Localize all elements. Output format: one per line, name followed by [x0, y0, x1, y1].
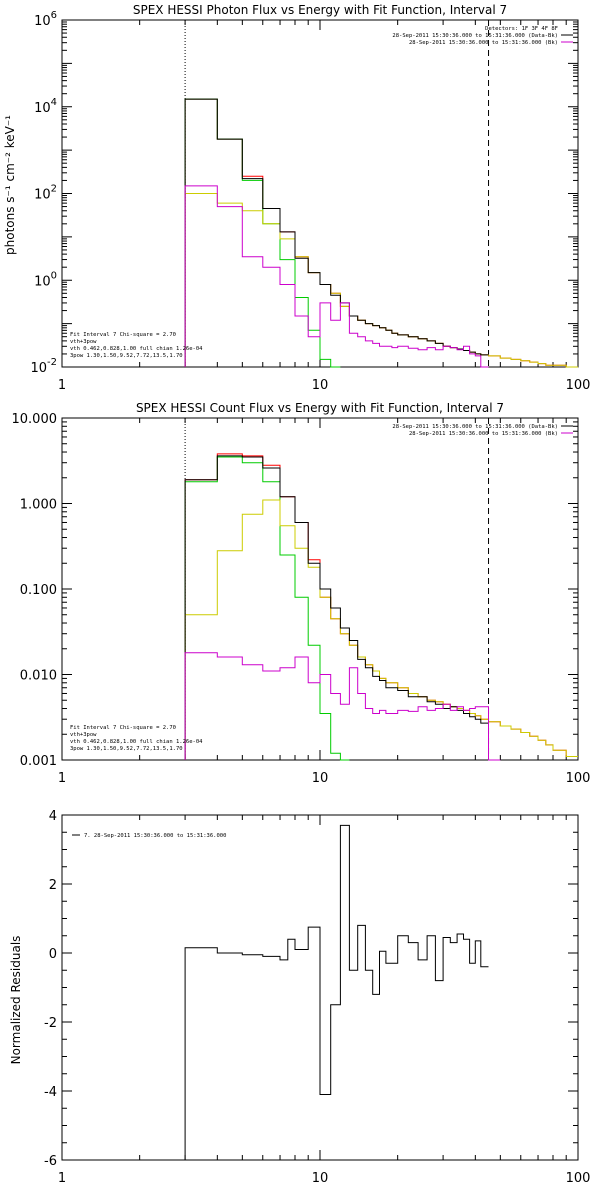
count-flux-panel: SPEX HESSI Count Flux vs Energy with Fit…: [12, 401, 591, 786]
legend-bottom-left-entry: vth+3pow: [70, 732, 97, 738]
x-tick-label: 1: [58, 771, 66, 786]
x-tick-label: 100: [566, 771, 591, 786]
y-tick-exponent: 6: [51, 10, 57, 21]
x-tick-label: 1: [58, 1171, 66, 1186]
legend-bottom-left-entry: Fit Interval 7 Chi-square = 2.70: [70, 332, 176, 338]
legend-top-right-entry: 28-Sep-2011 15:30:36.000 to 15:31:36.000…: [392, 424, 558, 430]
y-tick-exponent: 4: [51, 97, 57, 108]
y-tick-exponent: -2: [47, 357, 57, 368]
y-tick-label: 4: [49, 809, 57, 824]
legend-top-right-entry: 28-Sep-2011 15:30:36.000 to 15:31:36.000…: [409, 40, 558, 46]
residuals-panel: Normalized Residuals 1 10 100 -6 -4 -2 0 2 4 7. 2…: [9, 809, 590, 1186]
x-tick-label: 10: [312, 378, 329, 393]
y-tick-label: 1.000: [20, 498, 57, 513]
legend-bottom-left-entry: vth 0.462,0.828,1.00 full chian 1.26e-04: [70, 739, 203, 745]
series-data-bk: [184, 455, 501, 761]
y-tick-label: -4: [44, 1085, 57, 1100]
residuals-ylabel: Normalized Residuals: [9, 936, 23, 1065]
y-tick-label: 0.100: [20, 583, 57, 598]
x-tick-label: 10: [312, 771, 329, 786]
y-tick-label: 10.000: [12, 412, 58, 427]
photon-flux-panel: SPEX HESSI Photon Flux vs Energy with Fi…: [3, 3, 590, 393]
series-vth: [184, 456, 350, 761]
y-tick-label: 2: [49, 878, 57, 893]
y-tick-label: 0.001: [20, 754, 57, 769]
x-tick-label: 100: [566, 1171, 591, 1186]
x-tick-label: 1: [58, 378, 66, 393]
legend-bottom-left-entry: Fit Interval 7 Chi-square = 2.70: [70, 725, 176, 731]
legend-bottom-left-entry: vth+3pow: [70, 339, 97, 345]
y-tick-label: 0.010: [20, 669, 57, 684]
series-residuals: [184, 824, 489, 1160]
legend-top-right-entry: 28-Sep-2011 15:30:36.000 to 15:31:36.000…: [392, 33, 558, 39]
legend-top-right-entry: 28-Sep-2011 15:30:36.000 to 15:31:36.000…: [409, 431, 558, 437]
series-bk: [184, 185, 489, 368]
legend-bottom-left-entry: 3pow 1.30,1.50,9.52,7.72,13.5,1.70: [70, 353, 183, 359]
count-flux-title: SPEX HESSI Count Flux vs Energy with Fit…: [136, 401, 504, 415]
legend-bottom-left-entry: 3pow 1.30,1.50,9.52,7.72,13.5,1.70: [70, 746, 183, 752]
y-tick-label: -6: [44, 1154, 57, 1169]
x-tick-label: 100: [566, 378, 591, 393]
x-tick-label: 10: [312, 1171, 329, 1186]
legend-top-left-entry: 7. 28-Sep-2011 15:30:36.000 to 15:31:36.…: [84, 833, 226, 839]
legend-top-right-entry: Detectors: 1F 3F 4F 8F: [485, 26, 558, 32]
y-tick-exponent: 2: [51, 184, 57, 195]
photon-flux-ylabel: photons s⁻¹ cm⁻² keV⁻¹: [3, 115, 17, 255]
series-bk: [184, 652, 501, 761]
y-tick-exponent: 0: [51, 270, 57, 281]
y-tick-label: -2: [44, 1016, 57, 1031]
photon-flux-title: SPEX HESSI Photon Flux vs Energy with Fi…: [133, 3, 507, 17]
legend-bottom-left-entry: vth 0.462,0.828,1.00 full chian 1.26e-04: [70, 346, 203, 352]
y-tick-label: 0: [49, 947, 57, 962]
